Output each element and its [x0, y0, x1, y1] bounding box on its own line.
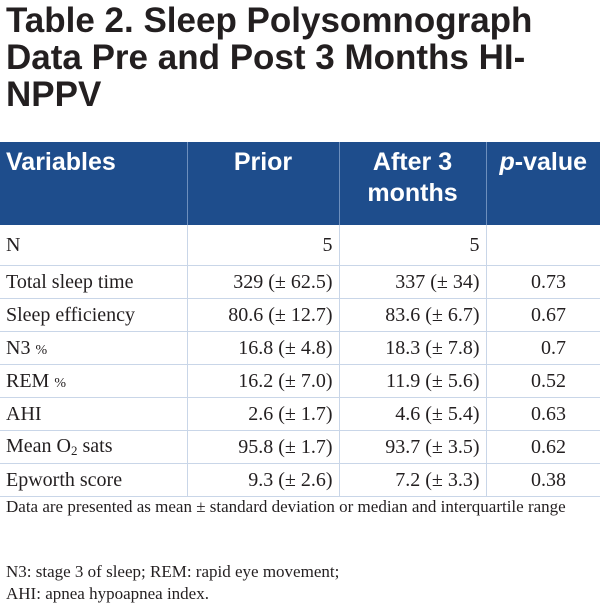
header-row: Variables Prior After 3 months p-value	[0, 142, 600, 225]
row-p-value: 0.62	[486, 430, 600, 464]
header-prior: Prior	[187, 142, 340, 225]
row-prior: 329 (± 62.5)	[187, 265, 340, 299]
row-after: 93.7 (± 3.5)	[339, 430, 487, 464]
row-label: Mean O2 sats	[0, 430, 188, 464]
header-variables: Variables	[0, 142, 188, 225]
table-row: N3 % 16.8 (± 4.8) 18.3 (± 7.8) 0.7	[0, 331, 600, 365]
row-p-value: 0.63	[486, 397, 600, 431]
table-row: Sleep efficiency 80.6 (± 12.7) 83.6 (± 6…	[0, 298, 600, 332]
row-prior: 80.6 (± 12.7)	[187, 298, 340, 332]
row-label-post: sats	[77, 435, 113, 457]
row-p-value	[486, 225, 600, 266]
table-row: Total sleep time 329 (± 62.5) 337 (± 34)…	[0, 265, 600, 299]
table-row: REM % 16.2 (± 7.0) 11.9 (± 5.6) 0.52	[0, 364, 600, 398]
row-after: 4.6 (± 5.4)	[339, 397, 487, 431]
row-p-value: 0.52	[486, 364, 600, 398]
row-prior: 9.3 (± 2.6)	[187, 463, 340, 497]
row-prior: 16.2 (± 7.0)	[187, 364, 340, 398]
abbreviations-note: N3: stage 3 of sleep; REM: rapid eye mov…	[6, 561, 596, 605]
row-p-value: 0.7	[486, 331, 600, 365]
abbreviations-line-1: N3: stage 3 of sleep; REM: rapid eye mov…	[6, 562, 340, 581]
header-p-rest: -value	[514, 148, 588, 176]
table-title: Table 2. Sleep Polysomnograph Data Pre a…	[6, 1, 533, 114]
table-row: N 5 5	[0, 225, 600, 266]
row-after: 5	[339, 225, 487, 266]
abbreviations-line-2: AHI: apnea hypoapnea index.	[6, 584, 209, 603]
header-p-value: p-value	[486, 142, 600, 225]
row-prior: 5	[187, 225, 340, 266]
percent-sign: %	[35, 342, 48, 358]
row-label: AHI	[0, 397, 188, 431]
row-label: Epworth score	[0, 463, 188, 497]
percent-sign: %	[54, 375, 67, 391]
row-label: REM %	[0, 364, 188, 398]
row-after: 18.3 (± 7.8)	[339, 331, 487, 365]
table-row: AHI 2.6 (± 1.7) 4.6 (± 5.4) 0.63	[0, 397, 600, 431]
row-label: N	[0, 225, 188, 266]
table-row: Epworth score 9.3 (± 2.6) 7.2 (± 3.3) 0.…	[0, 463, 600, 497]
header-p-italic: p	[499, 148, 515, 176]
row-prior: 16.8 (± 4.8)	[187, 331, 340, 365]
row-after: 83.6 (± 6.7)	[339, 298, 487, 332]
row-prior: 95.8 (± 1.7)	[187, 430, 340, 464]
row-label-subscript: 2	[70, 443, 78, 458]
row-after: 11.9 (± 5.6)	[339, 364, 487, 398]
row-label: Total sleep time	[0, 265, 188, 299]
stats-note: Data are presented as mean ± standard de…	[6, 497, 566, 516]
row-p-value: 0.73	[486, 265, 600, 299]
row-p-value: 0.38	[486, 463, 600, 497]
row-prior: 2.6 (± 1.7)	[187, 397, 340, 431]
row-label-text: REM	[6, 369, 50, 392]
header-after: After 3 months	[339, 142, 487, 225]
row-p-value: 0.67	[486, 298, 600, 332]
row-label: N3 %	[0, 331, 188, 365]
row-label-pre: Mean O	[6, 435, 71, 457]
row-after: 337 (± 34)	[339, 265, 487, 299]
row-label: Sleep efficiency	[0, 298, 188, 332]
table-row: Mean O2 sats 95.8 (± 1.7) 93.7 (± 3.5) 0…	[0, 430, 600, 464]
data-table: Variables Prior After 3 months p-value N…	[0, 142, 600, 497]
row-label-text: N3	[6, 336, 31, 359]
row-after: 7.2 (± 3.3)	[339, 463, 487, 497]
